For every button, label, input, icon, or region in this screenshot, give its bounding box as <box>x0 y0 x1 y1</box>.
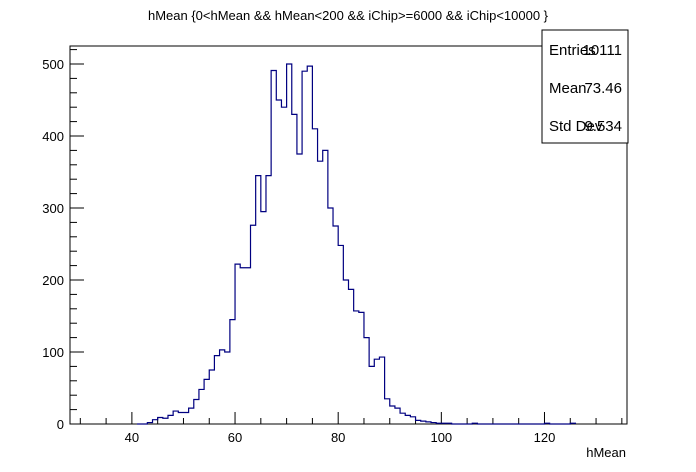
plot-frame <box>69 45 628 425</box>
histogram-bin <box>287 64 292 424</box>
histogram-bin <box>328 208 333 424</box>
histogram-bin <box>235 264 240 424</box>
histogram-bin <box>220 350 225 424</box>
histogram-bin <box>225 352 230 424</box>
histogram-bin <box>245 268 250 424</box>
histogram-bin <box>297 154 302 424</box>
x-tick-label: 60 <box>228 430 242 445</box>
histogram-bin <box>168 415 173 424</box>
histogram-bin <box>343 280 348 424</box>
y-tick-label: 400 <box>42 129 64 144</box>
histogram-bin <box>312 129 317 424</box>
x-axis: 40 60 80 100 120 <box>79 412 623 445</box>
histogram-bin <box>261 212 266 424</box>
histogram-bin <box>369 366 374 424</box>
histogram-bin <box>183 412 188 424</box>
y-tick-label: 200 <box>42 273 64 288</box>
histogram-bin <box>276 100 281 424</box>
histogram-bin <box>302 71 307 424</box>
stats-entries-label: Entries <box>549 42 596 59</box>
histogram-bin <box>385 399 390 424</box>
histogram-bin <box>163 418 168 424</box>
histogram-bin <box>390 406 395 424</box>
histogram-bin <box>178 412 183 424</box>
histogram-bin <box>359 312 364 424</box>
x-tick-label: 40 <box>125 430 139 445</box>
histogram-bin <box>323 150 328 424</box>
histogram-bin <box>271 70 276 424</box>
x-tick-label: 120 <box>534 430 556 445</box>
histogram-bin <box>400 413 405 424</box>
histogram-bin <box>240 268 245 424</box>
histogram-bin <box>153 420 158 424</box>
x-tick-label: 100 <box>430 430 452 445</box>
histogram-bin <box>349 289 354 424</box>
histogram-bin <box>204 379 209 424</box>
histogram-bin <box>189 408 194 424</box>
y-tick-label: 300 <box>42 201 64 216</box>
histogram-bin <box>214 356 219 424</box>
histogram-bin <box>251 225 256 424</box>
histogram-bin <box>292 114 297 424</box>
histogram-bin <box>318 161 323 424</box>
histogram-bin <box>333 226 338 424</box>
histogram-bin <box>364 338 369 424</box>
stats-stddev-value: 9.534 <box>584 118 622 135</box>
y-tick-label: 500 <box>42 57 64 72</box>
histogram-bin <box>230 320 235 424</box>
y-tick-label: 100 <box>42 345 64 360</box>
histogram-bin <box>410 417 415 424</box>
histogram-bin <box>338 245 343 424</box>
stats-mean-label: Mean <box>549 80 587 97</box>
histogram-bin <box>194 400 199 424</box>
chart-title: hMean {0<hMean && hMean<200 && iChip>=60… <box>148 8 549 23</box>
histogram-bin <box>307 66 312 424</box>
histogram-bin <box>199 389 204 424</box>
histogram-bin <box>395 408 400 424</box>
histogram-bin <box>158 418 163 424</box>
histogram-bin <box>374 359 379 424</box>
y-tick-label: 0 <box>57 417 64 432</box>
histogram-bin <box>173 411 178 424</box>
stats-box: Entries 10111 Mean 73.46 Std Dev 9.534 <box>541 29 629 144</box>
histogram-bin <box>209 370 214 424</box>
stats-entries-value: 10111 <box>583 42 623 59</box>
histogram-outline <box>137 63 577 425</box>
histogram-bin <box>266 176 271 424</box>
stats-stddev-label: Std Dev <box>549 118 603 135</box>
x-tick-label: 80 <box>331 430 345 445</box>
histogram-bin <box>379 357 384 424</box>
stats-box-frame <box>541 29 629 144</box>
histogram-bin <box>281 107 286 424</box>
y-axis: 0 100 200 300 400 500 <box>42 49 84 432</box>
histogram-bin <box>354 311 359 424</box>
x-axis-label: hMean <box>586 445 626 460</box>
histogram-bin <box>405 415 410 424</box>
histogram-bin <box>256 176 261 424</box>
stats-mean-value: 73.46 <box>584 80 622 97</box>
